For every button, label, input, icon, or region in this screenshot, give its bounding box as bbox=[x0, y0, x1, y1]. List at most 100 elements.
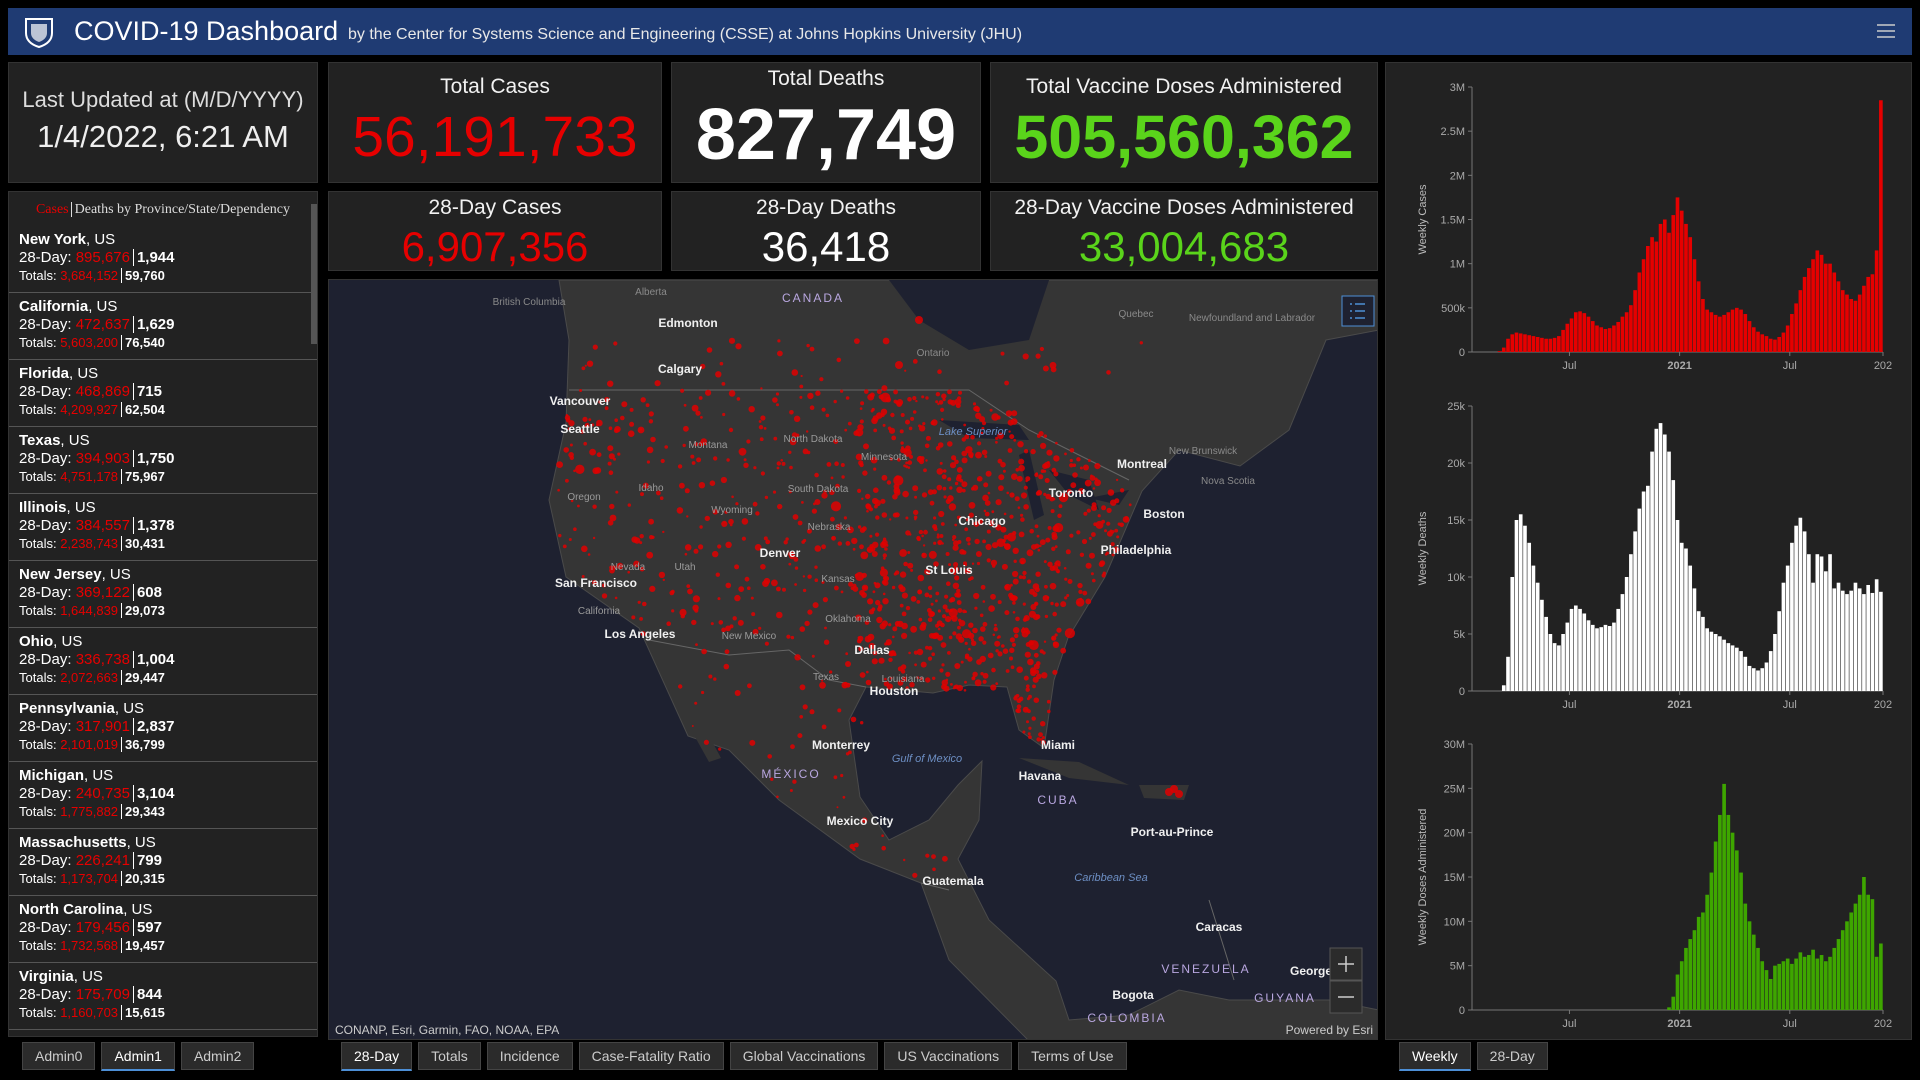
case-dot bbox=[845, 396, 850, 400]
map-label: Bogota bbox=[1112, 988, 1154, 1002]
label-totals: Totals: bbox=[19, 938, 57, 953]
item-name: Michigan bbox=[19, 767, 85, 784]
case-dot bbox=[871, 658, 878, 665]
case-dot bbox=[649, 535, 654, 540]
case-dot bbox=[763, 536, 768, 541]
tabs-left: Admin0 Admin1 Admin2 bbox=[22, 1042, 255, 1071]
case-dot bbox=[662, 530, 665, 534]
case-dot bbox=[930, 420, 935, 426]
case-dot bbox=[1016, 475, 1023, 482]
bar bbox=[1641, 491, 1646, 691]
case-dot bbox=[764, 495, 769, 500]
case-dot bbox=[1092, 487, 1096, 490]
case-dot bbox=[686, 584, 691, 588]
tab[interactable]: Terms of Use bbox=[1018, 1042, 1127, 1070]
bar bbox=[1785, 958, 1790, 1010]
tab[interactable]: Case-Fatality Ratio bbox=[578, 1042, 724, 1070]
bar bbox=[1709, 872, 1714, 1010]
item-country: , US bbox=[53, 633, 83, 650]
case-dot bbox=[900, 441, 904, 445]
tab[interactable]: Totals bbox=[418, 1042, 481, 1070]
bar bbox=[1718, 814, 1722, 1010]
case-dot bbox=[870, 456, 878, 464]
case-dot bbox=[940, 522, 945, 526]
case-dot bbox=[785, 537, 789, 541]
case-dot bbox=[1075, 598, 1085, 607]
item-name: California bbox=[19, 298, 89, 315]
case-dot bbox=[937, 369, 942, 374]
case-dot bbox=[833, 439, 839, 444]
case-dot bbox=[881, 385, 888, 392]
label-totals: Totals: bbox=[19, 1005, 57, 1020]
case-dot bbox=[627, 503, 631, 507]
case-dot bbox=[752, 628, 759, 635]
tab[interactable]: 28-Day bbox=[341, 1042, 413, 1071]
case-dot bbox=[1025, 687, 1030, 692]
case-dot bbox=[682, 443, 686, 448]
bar bbox=[1518, 514, 1523, 691]
bar bbox=[1857, 894, 1862, 1010]
case-dot bbox=[1034, 601, 1039, 606]
case-dot bbox=[1010, 418, 1018, 425]
case-dot bbox=[862, 470, 868, 476]
map-label: VENEZUELA bbox=[1161, 962, 1250, 976]
scrollbar[interactable] bbox=[311, 204, 317, 344]
case-dot bbox=[833, 775, 838, 780]
y-tick-label: 15k bbox=[1447, 515, 1465, 527]
case-dot bbox=[953, 562, 959, 567]
case-dot bbox=[941, 663, 945, 667]
case-dot bbox=[972, 671, 978, 677]
case-dot bbox=[876, 412, 883, 419]
case-dot bbox=[836, 357, 842, 363]
tab[interactable]: Global Vaccinations bbox=[729, 1042, 879, 1070]
item-28day: 28-Day: 369,122 608 bbox=[19, 584, 307, 602]
case-dot bbox=[971, 562, 975, 565]
case-dot bbox=[815, 390, 821, 396]
tab[interactable]: Admin2 bbox=[180, 1042, 255, 1070]
case-dot bbox=[732, 616, 737, 621]
case-dot bbox=[850, 586, 854, 590]
case-dot bbox=[777, 503, 783, 510]
label-totals: Totals: bbox=[19, 469, 57, 484]
case-dot bbox=[1053, 523, 1064, 533]
case-dot bbox=[916, 535, 921, 541]
case-dot bbox=[931, 489, 938, 495]
case-dot bbox=[847, 526, 854, 534]
case-dot bbox=[1050, 509, 1055, 514]
tab[interactable]: Incidence bbox=[486, 1042, 573, 1070]
case-dot bbox=[1051, 546, 1056, 551]
tab[interactable]: Admin1 bbox=[101, 1042, 175, 1071]
item-title: Massachusetts, US bbox=[19, 834, 307, 852]
case-dot bbox=[991, 542, 999, 549]
bar bbox=[1646, 246, 1650, 352]
menu-icon[interactable] bbox=[1876, 22, 1896, 40]
case-dot bbox=[722, 412, 726, 417]
case-dot bbox=[569, 443, 573, 447]
tab[interactable]: Weekly bbox=[1399, 1042, 1471, 1071]
case-dot bbox=[878, 394, 884, 400]
case-dot bbox=[627, 430, 635, 437]
total-deaths: Total Deaths 827,749 bbox=[671, 62, 981, 183]
tab[interactable]: 28-Day bbox=[1476, 1042, 1548, 1070]
map[interactable]: CANADA Alberta British Columbia Edmonton Cal… bbox=[328, 279, 1378, 1040]
case-dot bbox=[901, 632, 908, 639]
case-dot bbox=[1084, 479, 1092, 487]
case-dot bbox=[865, 493, 871, 500]
case-dots bbox=[556, 316, 1183, 878]
case-dot bbox=[916, 648, 924, 656]
map-label: British Columbia bbox=[493, 297, 566, 308]
case-dot bbox=[767, 754, 772, 759]
case-dot bbox=[836, 806, 839, 809]
case-dot bbox=[1026, 549, 1034, 557]
case-dot bbox=[683, 425, 689, 432]
case-dot bbox=[708, 674, 713, 679]
cases-28day: 472,637 bbox=[75, 316, 130, 333]
tab[interactable]: Admin0 bbox=[22, 1042, 96, 1070]
case-dot bbox=[809, 709, 815, 715]
case-dot bbox=[875, 599, 881, 606]
bar bbox=[1701, 912, 1705, 1010]
case-dot bbox=[912, 359, 918, 364]
tab[interactable]: US Vaccinations bbox=[884, 1042, 1013, 1070]
case-dot bbox=[1051, 467, 1057, 473]
item-name: Ohio bbox=[19, 633, 54, 650]
